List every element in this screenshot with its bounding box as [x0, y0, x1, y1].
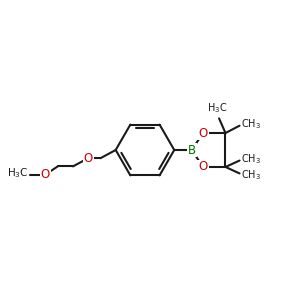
Text: O: O — [198, 127, 208, 140]
Text: H$_3$C: H$_3$C — [7, 166, 29, 180]
Text: O: O — [83, 152, 93, 165]
Text: B: B — [188, 143, 196, 157]
Text: H$_3$C: H$_3$C — [207, 102, 227, 116]
Text: CH$_3$: CH$_3$ — [241, 117, 261, 131]
Text: CH$_3$: CH$_3$ — [241, 168, 261, 182]
Text: O: O — [198, 160, 208, 173]
Text: O: O — [41, 168, 50, 181]
Text: CH$_3$: CH$_3$ — [241, 152, 261, 166]
